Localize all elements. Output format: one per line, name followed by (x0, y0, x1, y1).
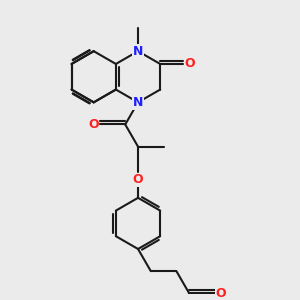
Text: O: O (216, 287, 226, 300)
Text: N: N (133, 96, 143, 109)
Text: O: O (133, 173, 143, 186)
Text: N: N (133, 45, 143, 58)
Text: O: O (184, 58, 195, 70)
Text: O: O (88, 118, 99, 131)
